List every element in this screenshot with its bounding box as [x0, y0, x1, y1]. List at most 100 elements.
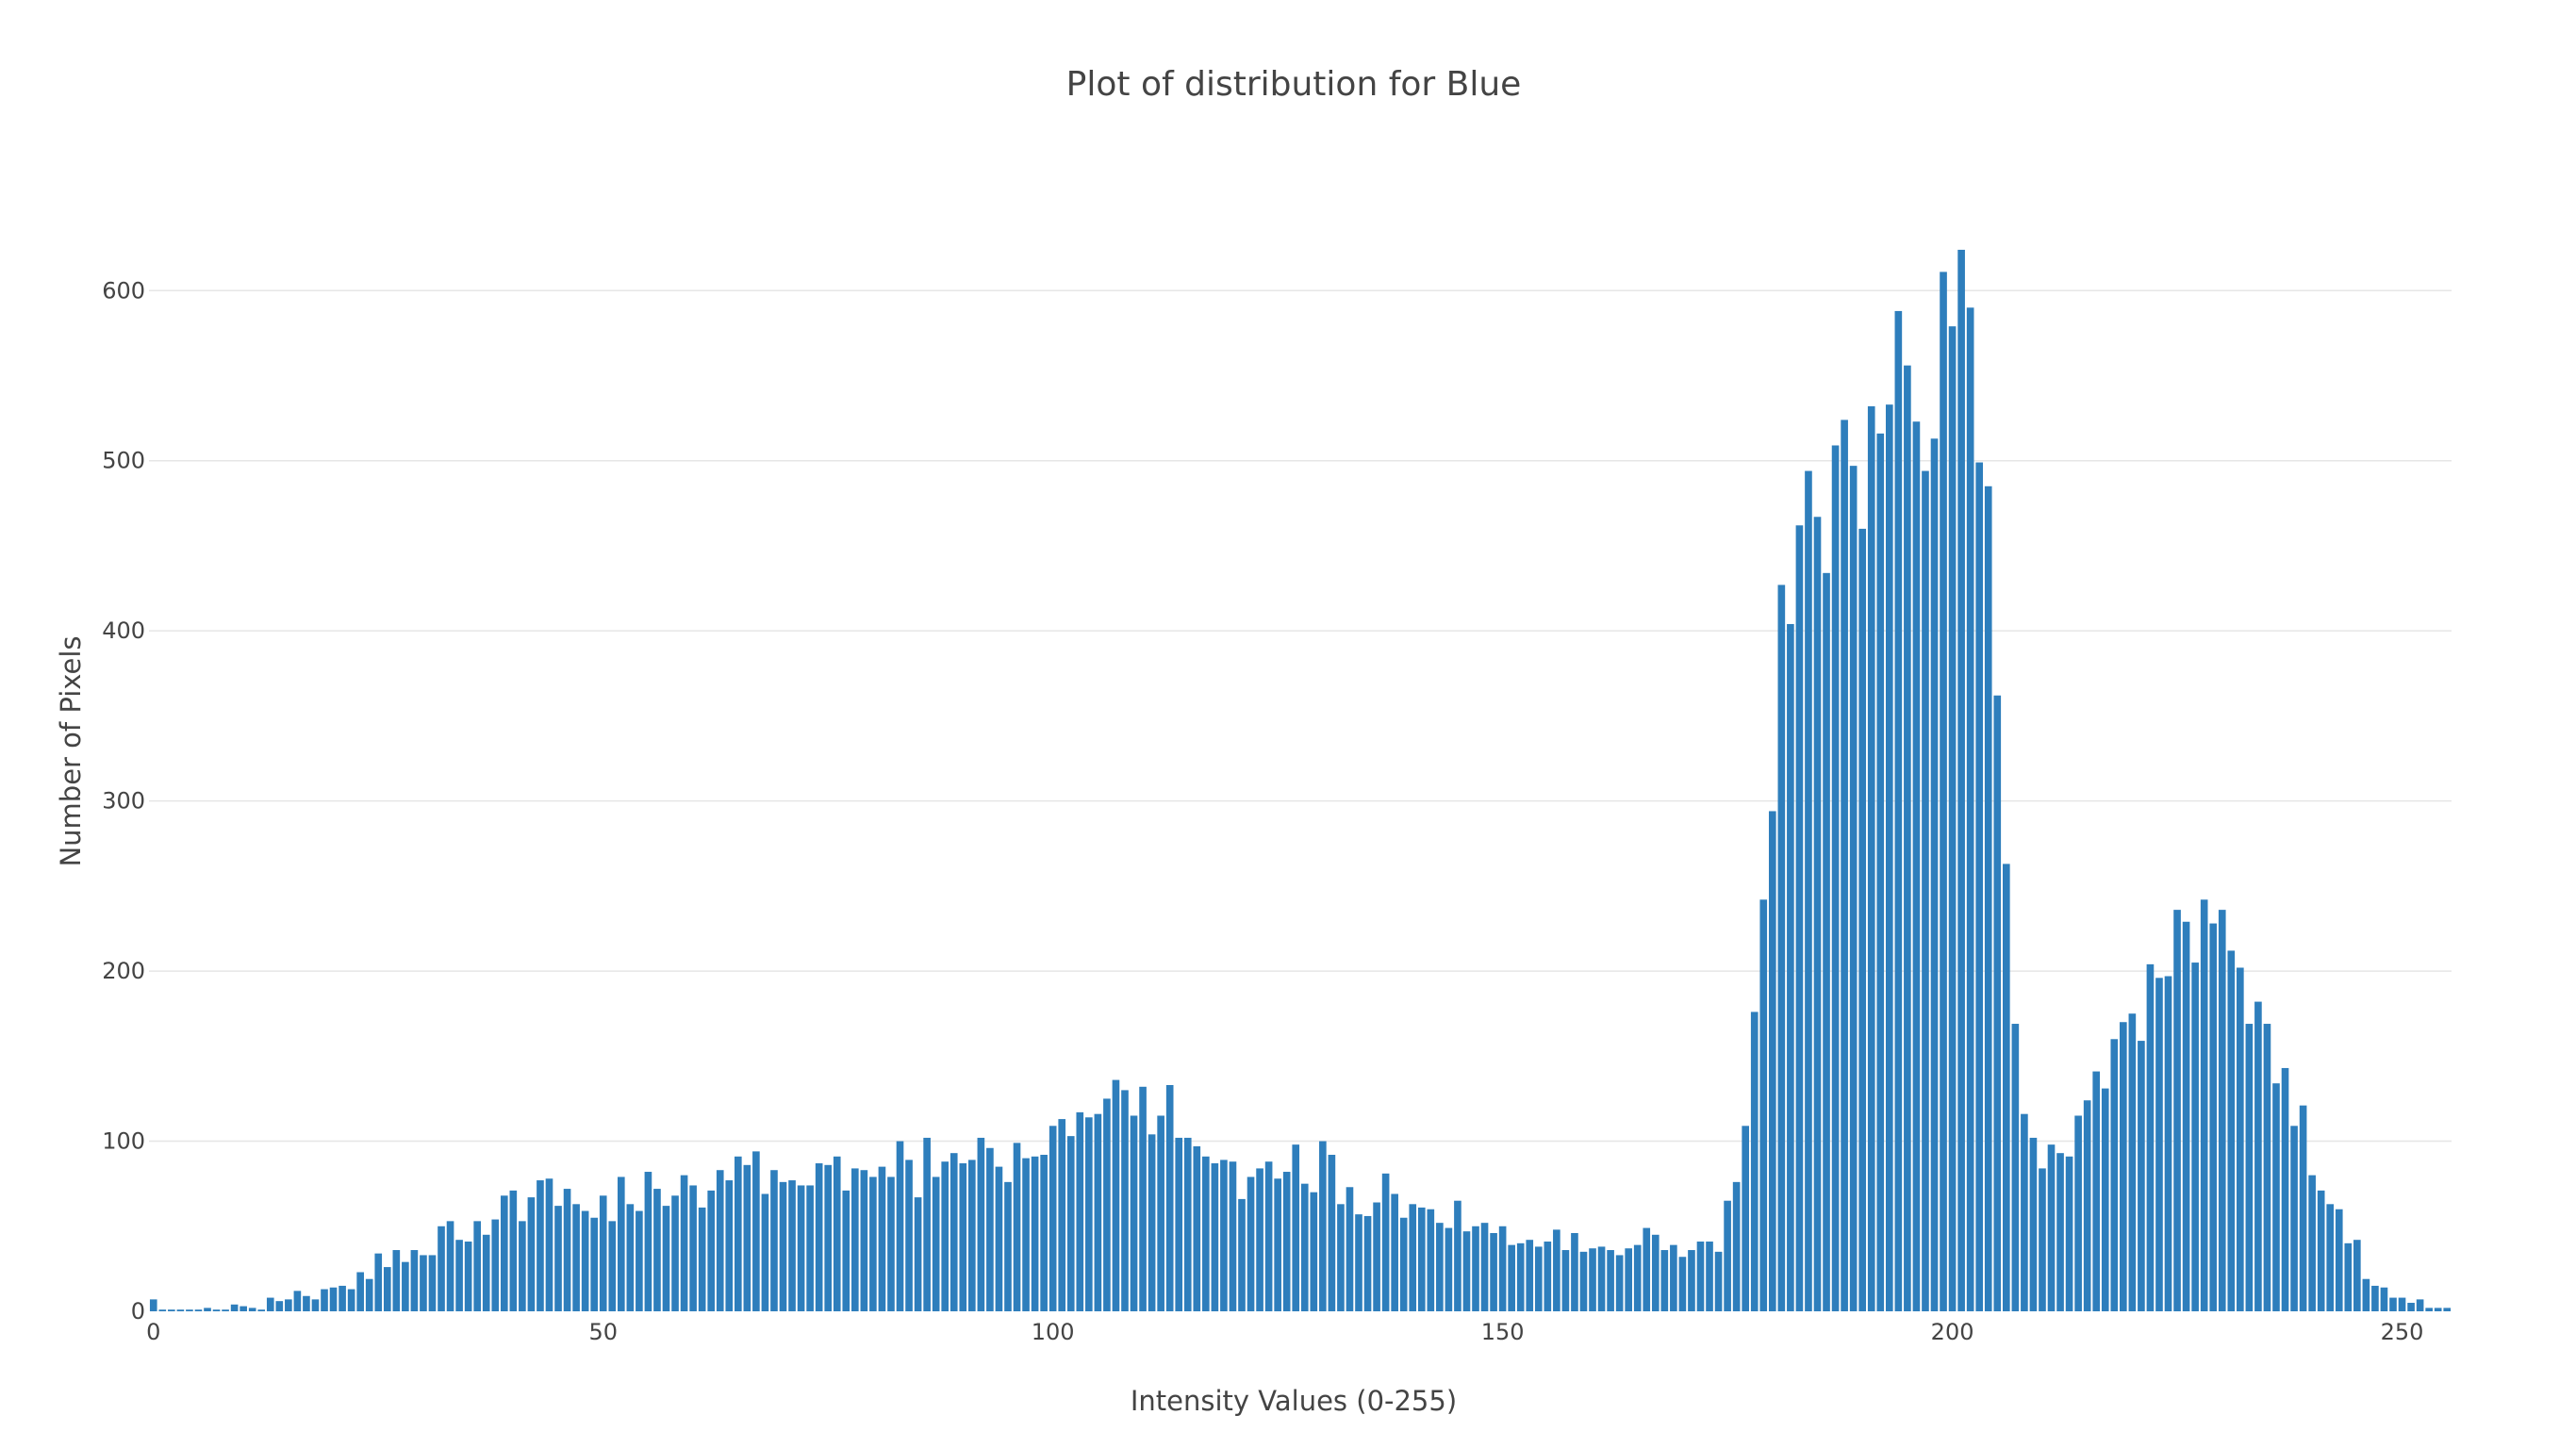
bar-7: [212, 1309, 221, 1311]
bar-239: [2299, 1105, 2307, 1311]
bar-187: [1831, 445, 1840, 1312]
bar-253: [2425, 1308, 2433, 1311]
bar-237: [2281, 1067, 2289, 1311]
bar-105: [1094, 1113, 1102, 1311]
bar-118: [1211, 1163, 1219, 1311]
bar-238: [2290, 1126, 2298, 1311]
bar-46: [563, 1189, 571, 1311]
bar-235: [2263, 1024, 2271, 1311]
bar-69: [770, 1170, 778, 1311]
bar-72: [797, 1185, 805, 1311]
bar-210: [2039, 1168, 2046, 1311]
bar-95: [1004, 1181, 1012, 1311]
bar-219: [2120, 1022, 2127, 1311]
bar-223: [2155, 978, 2163, 1311]
bar-236: [2272, 1083, 2280, 1311]
bar-44: [545, 1178, 553, 1311]
bar-81: [878, 1166, 886, 1311]
bar-207: [2011, 1024, 2020, 1311]
bar-51: [608, 1221, 617, 1311]
bar-93: [986, 1147, 994, 1311]
bar-60: [689, 1185, 697, 1311]
bar-10: [239, 1306, 247, 1311]
bar-190: [1858, 528, 1867, 1311]
bar-120: [1229, 1161, 1237, 1311]
bar-37: [482, 1234, 490, 1311]
y-tick-label: 600: [102, 277, 145, 304]
bar-195: [1904, 365, 1911, 1311]
bar-133: [1346, 1187, 1354, 1311]
bar-218: [2110, 1039, 2119, 1311]
bar-214: [2074, 1115, 2082, 1311]
bar-139: [1399, 1217, 1408, 1311]
bar-15: [285, 1299, 292, 1311]
bar-137: [1381, 1173, 1390, 1311]
bars: [149, 249, 2452, 1312]
bar-200: [1948, 326, 1957, 1311]
bar-63: [716, 1170, 724, 1311]
bar-132: [1337, 1204, 1345, 1311]
bar-166: [1643, 1227, 1651, 1311]
bar-5: [194, 1309, 203, 1311]
bar-128: [1300, 1183, 1309, 1311]
bar-35: [464, 1242, 472, 1311]
bar-40: [509, 1190, 518, 1311]
x-tick-label: 0: [146, 1319, 160, 1345]
bar-225: [2173, 910, 2181, 1311]
bar-231: [2227, 950, 2236, 1311]
bar-104: [1085, 1117, 1093, 1311]
bar-73: [806, 1185, 814, 1311]
bar-185: [1813, 517, 1822, 1311]
bar-252: [2416, 1299, 2424, 1311]
bar-178: [1750, 1012, 1759, 1311]
bar-254: [2434, 1308, 2442, 1311]
bar-188: [1841, 420, 1848, 1311]
bar-158: [1571, 1232, 1578, 1311]
bar-198: [1930, 438, 1939, 1311]
bar-186: [1823, 572, 1830, 1311]
bar-47: [572, 1204, 580, 1311]
bar-221: [2138, 1041, 2145, 1311]
bar-192: [1876, 433, 1885, 1311]
bar-224: [2164, 976, 2172, 1311]
bar-127: [1292, 1144, 1300, 1311]
bar-84: [905, 1160, 913, 1311]
bar-227: [2191, 963, 2199, 1311]
bar-20: [329, 1287, 338, 1311]
bar-68: [761, 1193, 769, 1311]
bar-151: [1508, 1244, 1515, 1311]
bar-175: [1724, 1200, 1731, 1311]
bar-4: [186, 1309, 193, 1311]
bar-179: [1759, 899, 1768, 1311]
bar-177: [1742, 1126, 1749, 1311]
bar-249: [2389, 1297, 2397, 1311]
bar-77: [842, 1190, 850, 1311]
bar-3: [176, 1309, 185, 1311]
bar-76: [833, 1156, 841, 1311]
y-tick-label: 200: [102, 958, 145, 984]
bar-121: [1238, 1198, 1246, 1311]
bar-27: [392, 1250, 401, 1311]
bar-91: [968, 1160, 976, 1311]
bar-87: [932, 1176, 940, 1311]
bar-59: [680, 1175, 688, 1311]
bar-196: [1912, 421, 1921, 1311]
bar-55: [644, 1172, 652, 1311]
bar-138: [1391, 1193, 1398, 1311]
x-tick-labels: 0 50 100 150 200 250: [146, 1319, 2423, 1345]
bar-245: [2353, 1240, 2361, 1311]
bar-129: [1310, 1192, 1318, 1311]
bar-229: [2209, 923, 2218, 1311]
bar-199: [1940, 272, 1947, 1311]
bar-154: [1534, 1246, 1543, 1311]
bar-18: [311, 1299, 320, 1311]
bar-189: [1849, 466, 1858, 1312]
bar-140: [1409, 1204, 1417, 1311]
bar-241: [2317, 1190, 2325, 1311]
bar-78: [851, 1168, 859, 1311]
bar-111: [1148, 1134, 1156, 1311]
bar-19: [321, 1289, 328, 1311]
bar-96: [1013, 1143, 1021, 1311]
bar-141: [1417, 1207, 1426, 1311]
bar-34: [455, 1240, 463, 1311]
